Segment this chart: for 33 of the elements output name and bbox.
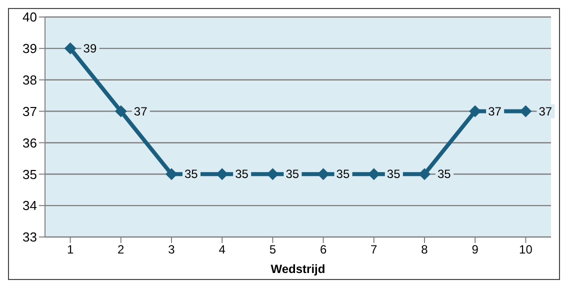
point bbox=[64, 42, 76, 54]
x-tick-label: 9 bbox=[472, 242, 479, 257]
y-tick-label: 39 bbox=[22, 41, 37, 56]
data-label: 35 bbox=[286, 167, 300, 182]
data-label: 35 bbox=[184, 167, 198, 182]
y-tick-label: 40 bbox=[22, 10, 37, 25]
point bbox=[114, 105, 127, 118]
x-tick-label: 6 bbox=[320, 242, 327, 257]
x-tick-label: 3 bbox=[168, 242, 176, 257]
data-label: 37 bbox=[488, 104, 502, 118]
y-tick-label: 33 bbox=[22, 230, 37, 245]
x-tick-label: 1 bbox=[66, 242, 74, 257]
point bbox=[166, 168, 178, 180]
data-label: 37 bbox=[538, 104, 552, 118]
y-tick-label: 34 bbox=[22, 198, 37, 214]
x-tick-label: 7 bbox=[370, 242, 378, 257]
point bbox=[418, 168, 430, 180]
data-label: 35 bbox=[336, 167, 350, 182]
data-label: 37 bbox=[134, 104, 148, 118]
y-tick-label: 38 bbox=[22, 72, 37, 88]
y-tick-label: 35 bbox=[22, 166, 37, 182]
data-label: 39 bbox=[83, 41, 97, 56]
x-tick-label: 10 bbox=[519, 242, 533, 257]
data-label: 35 bbox=[235, 167, 249, 182]
y-tick-label: 37 bbox=[22, 104, 37, 119]
x-tick-label: 5 bbox=[269, 242, 276, 257]
data-label: 35 bbox=[386, 167, 401, 182]
x-axis-title: Wedstrijd bbox=[270, 262, 326, 276]
y-tick-label: 36 bbox=[22, 135, 37, 150]
x-tick-label: 2 bbox=[118, 242, 125, 257]
x-tick-label: 4 bbox=[218, 242, 226, 257]
x-tick-label: 8 bbox=[421, 242, 428, 257]
data-label: 35 bbox=[438, 167, 452, 182]
